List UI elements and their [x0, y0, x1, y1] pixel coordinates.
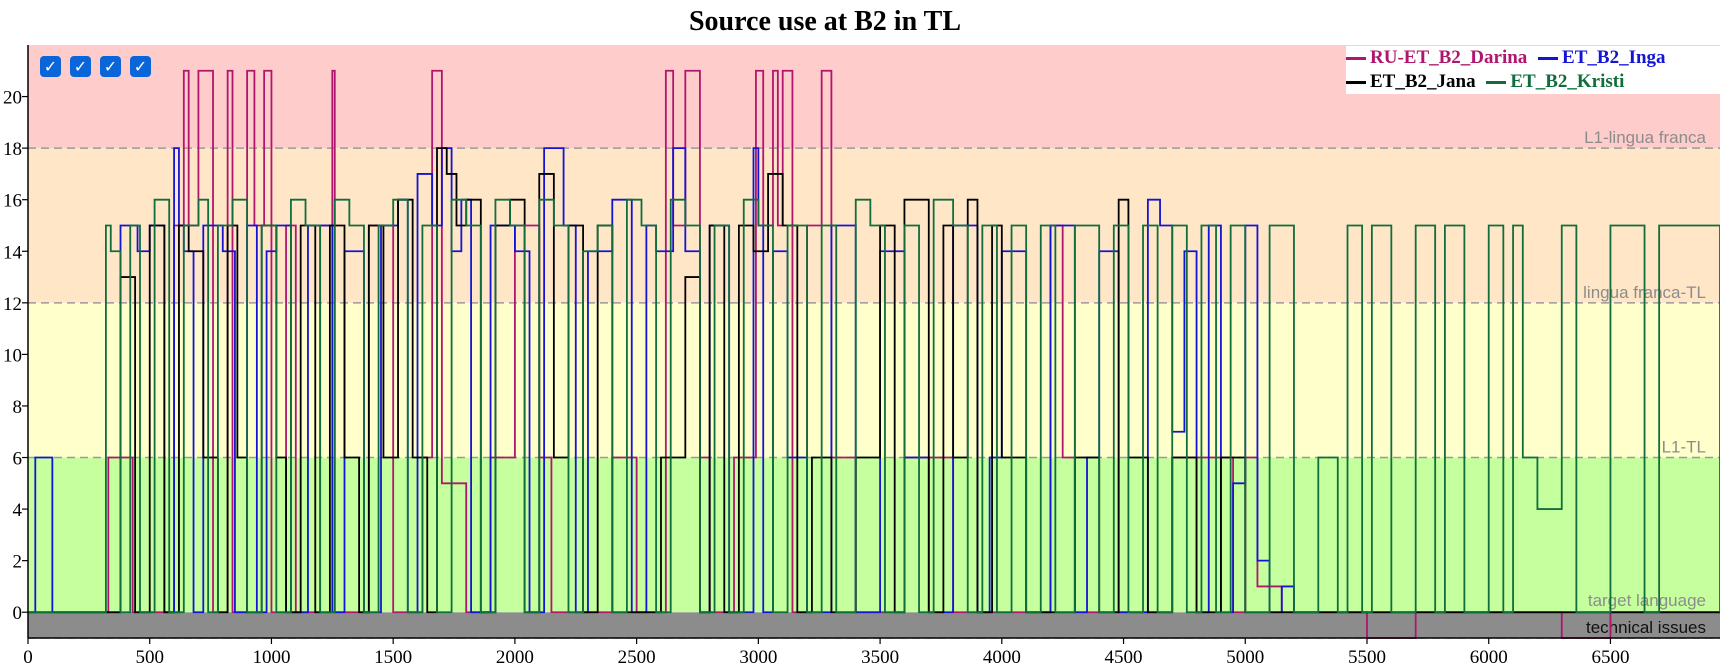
axes: 0 500 1000 1500 2000 2500 3000 3500 4000 4500 5000…: [3, 45, 1720, 668]
series-toggle-checkbox-2[interactable]: ✓: [100, 56, 121, 77]
y-tick-label-3: 6: [13, 449, 23, 470]
zone-label-technical-issues: technical issues: [1586, 618, 1706, 637]
x-tick-label-5: 2500: [618, 647, 656, 668]
legend-item-1[interactable]: ET_B2_Inga: [1538, 47, 1666, 68]
zone-label-target-language: target language: [1588, 591, 1706, 610]
x-tick-label-12: 6000: [1470, 647, 1508, 668]
series-toggles: ✓ ✓ ✓ ✓: [40, 56, 160, 77]
zone-band-2: [28, 302, 1720, 458]
zone-bands: [28, 45, 1720, 638]
y-tick-label-0: 0: [13, 603, 23, 624]
x-tick-label-11: 5500: [1348, 647, 1386, 668]
legend-item-2[interactable]: ET_B2_Jana: [1346, 71, 1476, 92]
zone-band-0: [28, 612, 1720, 638]
y-tick-label-5: 10: [3, 345, 22, 366]
threshold-label-0: L1-TL: [1662, 438, 1706, 457]
y-tick-label-4: 8: [13, 397, 23, 418]
x-tick-label-6: 3000: [739, 647, 777, 668]
x-tick-label-4: 2000: [496, 647, 534, 668]
series-lines: [28, 69, 1720, 639]
legend-swatch-2: [1346, 81, 1366, 85]
legend-label-0: RU-ET_B2_Darina: [1370, 47, 1528, 68]
series-toggle-checkbox-0[interactable]: ✓: [40, 56, 61, 77]
legend-item-3[interactable]: ET_B2_Kristi: [1486, 71, 1624, 92]
x-tick-label-0: 0: [23, 647, 33, 668]
x-tick-label-9: 4500: [1105, 647, 1143, 668]
legend-label-2: ET_B2_Jana: [1370, 71, 1476, 92]
legend: RU-ET_B2_Darina ET_B2_Inga ET_B2_Jana ET…: [1346, 46, 1720, 94]
series-toggle-checkbox-3[interactable]: ✓: [130, 56, 151, 77]
y-tick-label-9: 18: [3, 139, 22, 160]
y-tick-label-8: 16: [3, 191, 22, 212]
y-tick-label-1: 2: [13, 552, 23, 573]
legend-swatch-3: [1486, 81, 1507, 85]
legend-label-3: ET_B2_Kristi: [1510, 71, 1625, 92]
y-tick-label-6: 12: [3, 294, 22, 315]
y-tick-label-10: 20: [3, 88, 22, 109]
x-tick-label-10: 5000: [1226, 647, 1264, 668]
legend-item-0[interactable]: RU-ET_B2_Darina: [1346, 47, 1527, 68]
threshold-label-2: L1-lingua franca: [1584, 128, 1706, 147]
y-tick-label-7: 14: [3, 242, 23, 263]
legend-swatch-1: [1538, 57, 1559, 61]
legend-swatch-0: [1346, 57, 1366, 61]
x-tick-label-2: 1000: [252, 647, 290, 668]
y-tick-label-2: 4: [13, 500, 23, 521]
legend-label-1: ET_B2_Inga: [1562, 47, 1666, 68]
zone-band-1: [28, 457, 1720, 613]
series-line-3: [28, 198, 1720, 614]
series-toggle-checkbox-1[interactable]: ✓: [70, 56, 91, 77]
x-tick-label-1: 500: [135, 647, 164, 668]
x-tick-label-8: 4000: [983, 647, 1021, 668]
x-tick-label-13: 6500: [1591, 647, 1629, 668]
x-tick-label-7: 3500: [861, 647, 899, 668]
chart-title: Source use at B2 in TL: [689, 6, 961, 37]
x-tick-label-3: 1500: [374, 647, 412, 668]
